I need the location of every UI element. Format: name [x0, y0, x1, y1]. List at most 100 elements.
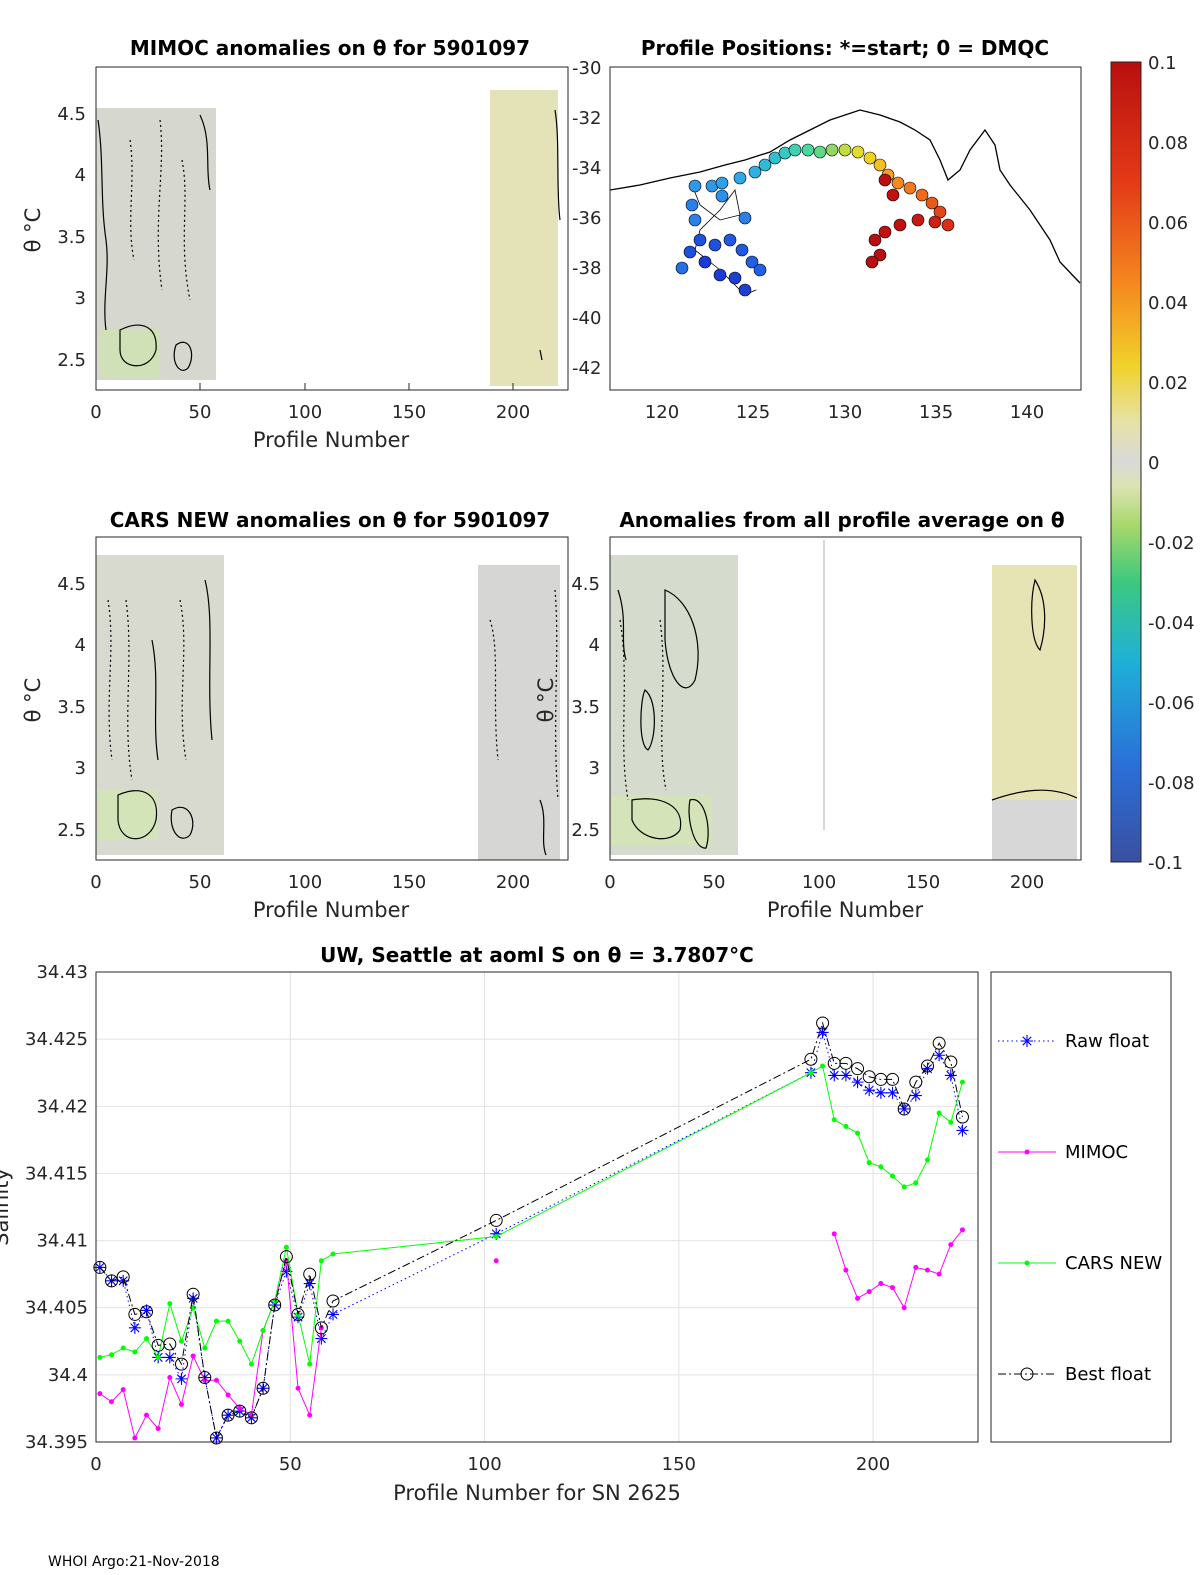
data-point: [291, 1307, 305, 1321]
data-point: [295, 1385, 301, 1391]
data-point: [283, 1244, 289, 1250]
data-point: [913, 1180, 919, 1186]
cars-field-right: [478, 565, 560, 860]
data-point: [279, 1250, 293, 1264]
data-point: [866, 1289, 872, 1295]
data-point: [237, 1405, 243, 1411]
data-point: [213, 1377, 219, 1383]
colorbar-tick: 0.1: [1148, 53, 1177, 74]
data-point: [167, 1301, 173, 1307]
positions-title: Profile Positions: *=start; 0 = DMQC: [641, 36, 1049, 60]
data-point: [97, 1354, 103, 1360]
series-line: [99, 1065, 963, 1366]
mimoc-ytick: 3.5: [57, 227, 86, 248]
data-point: [493, 1234, 499, 1240]
legend-label: MIMOC: [1065, 1142, 1128, 1163]
data-point: [956, 1124, 969, 1137]
data-point: [198, 1371, 212, 1385]
data-point: [233, 1404, 247, 1418]
data-point: [128, 1321, 141, 1334]
coastline: [609, 109, 1081, 284]
allavg-xtick: 100: [802, 872, 836, 893]
cars-xtick: 0: [90, 872, 101, 893]
cars-panel: CARS NEW anomalies on θ for 5901097 0 50…: [21, 508, 569, 922]
series-best-float: [93, 1016, 969, 1445]
mimoc-axes-box: [95, 66, 569, 391]
data-point: [318, 1258, 324, 1264]
x-tick-label: 150: [662, 1454, 696, 1475]
data-point: [878, 1164, 884, 1170]
data-point: [117, 1274, 130, 1287]
cars-ytick: 3.5: [57, 697, 86, 718]
chart-title: UW, Seattle at aoml S on θ = 3.7807°C: [320, 943, 754, 967]
y-tick-label: 34.4: [48, 1365, 88, 1386]
series-line: [833, 1229, 963, 1309]
data-point: [820, 1063, 826, 1069]
data-point: [163, 1351, 176, 1364]
cars-field-green: [98, 790, 158, 840]
y-tick-label: 34.415: [25, 1163, 88, 1184]
data-point: [202, 1345, 208, 1351]
data-point: [186, 1287, 200, 1301]
data-point: [256, 1381, 270, 1395]
data-point: [222, 1409, 235, 1422]
positions-xtick: 135: [919, 402, 953, 423]
data-point: [1024, 1149, 1030, 1155]
allavg-ytick: 3: [589, 758, 600, 779]
mimoc-field-right: [490, 90, 558, 386]
colorbar-tick: -0.1: [1148, 853, 1183, 874]
data-point: [280, 1265, 293, 1278]
colorbar-tick: -0.08: [1148, 773, 1195, 794]
colorbar-tick: 0.02: [1148, 373, 1188, 394]
data-point: [109, 1352, 115, 1358]
data-point: [901, 1305, 907, 1311]
data-point: [330, 1251, 336, 1257]
data-point: [116, 1270, 130, 1284]
mimoc-ytick: 2.5: [57, 350, 86, 371]
data-point: [178, 1338, 184, 1344]
data-point: [490, 1227, 503, 1240]
mimoc-xtick: 200: [496, 402, 530, 423]
legend-label: Raw float: [1065, 1031, 1149, 1052]
data-point: [167, 1375, 173, 1381]
y-tick-label: 34.42: [36, 1096, 88, 1117]
data-point: [808, 1070, 814, 1076]
data-point: [913, 1264, 919, 1270]
positions-ytick: -42: [572, 358, 601, 379]
mimoc-xtick: 100: [288, 402, 322, 423]
y-tick-label: 34.425: [25, 1029, 88, 1050]
mimoc-ylabel: θ °C: [21, 208, 45, 253]
data-point: [932, 1036, 946, 1050]
data-point: [839, 1056, 853, 1070]
data-point: [132, 1435, 138, 1441]
positions-ytick: -36: [572, 208, 601, 229]
x-tick-label: 0: [90, 1454, 101, 1475]
data-point: [144, 1412, 150, 1418]
mimoc-xtick: 50: [189, 402, 212, 423]
legend-label: CARS NEW: [1065, 1253, 1162, 1274]
mimoc-xlabel: Profile Number: [253, 428, 410, 452]
data-point: [874, 1086, 887, 1099]
allavg-title: Anomalies from all profile average on θ: [619, 508, 1064, 532]
allavg-xtick: 50: [703, 872, 726, 893]
data-point: [244, 1411, 258, 1425]
positions-ytick: -38: [572, 258, 601, 279]
data-point: [909, 1089, 922, 1102]
data-point: [155, 1426, 161, 1432]
mimoc-field-green: [100, 330, 160, 378]
data-point: [959, 1227, 965, 1233]
chart-ylabel: Salinity: [0, 1168, 13, 1246]
mimoc-ytick: 3: [75, 288, 86, 309]
data-point: [260, 1328, 266, 1334]
data-point: [327, 1308, 340, 1321]
data-point: [97, 1391, 103, 1397]
allavg-axes-box: [609, 536, 1082, 861]
data-point: [314, 1321, 328, 1335]
chart-ticks: 0 50 100 150 200 34.395 34.4 34.405 34.41 34.415 3…: [25, 962, 890, 1475]
data-point: [132, 1349, 138, 1355]
data-point: [140, 1304, 153, 1317]
positions-panel: Profile Positions: *=start; 0 = DMQC: [572, 36, 1082, 423]
mimoc-ytick: 4: [75, 165, 86, 186]
cars-xtick: 200: [496, 872, 530, 893]
start-marker-icon: [753, 282, 767, 296]
